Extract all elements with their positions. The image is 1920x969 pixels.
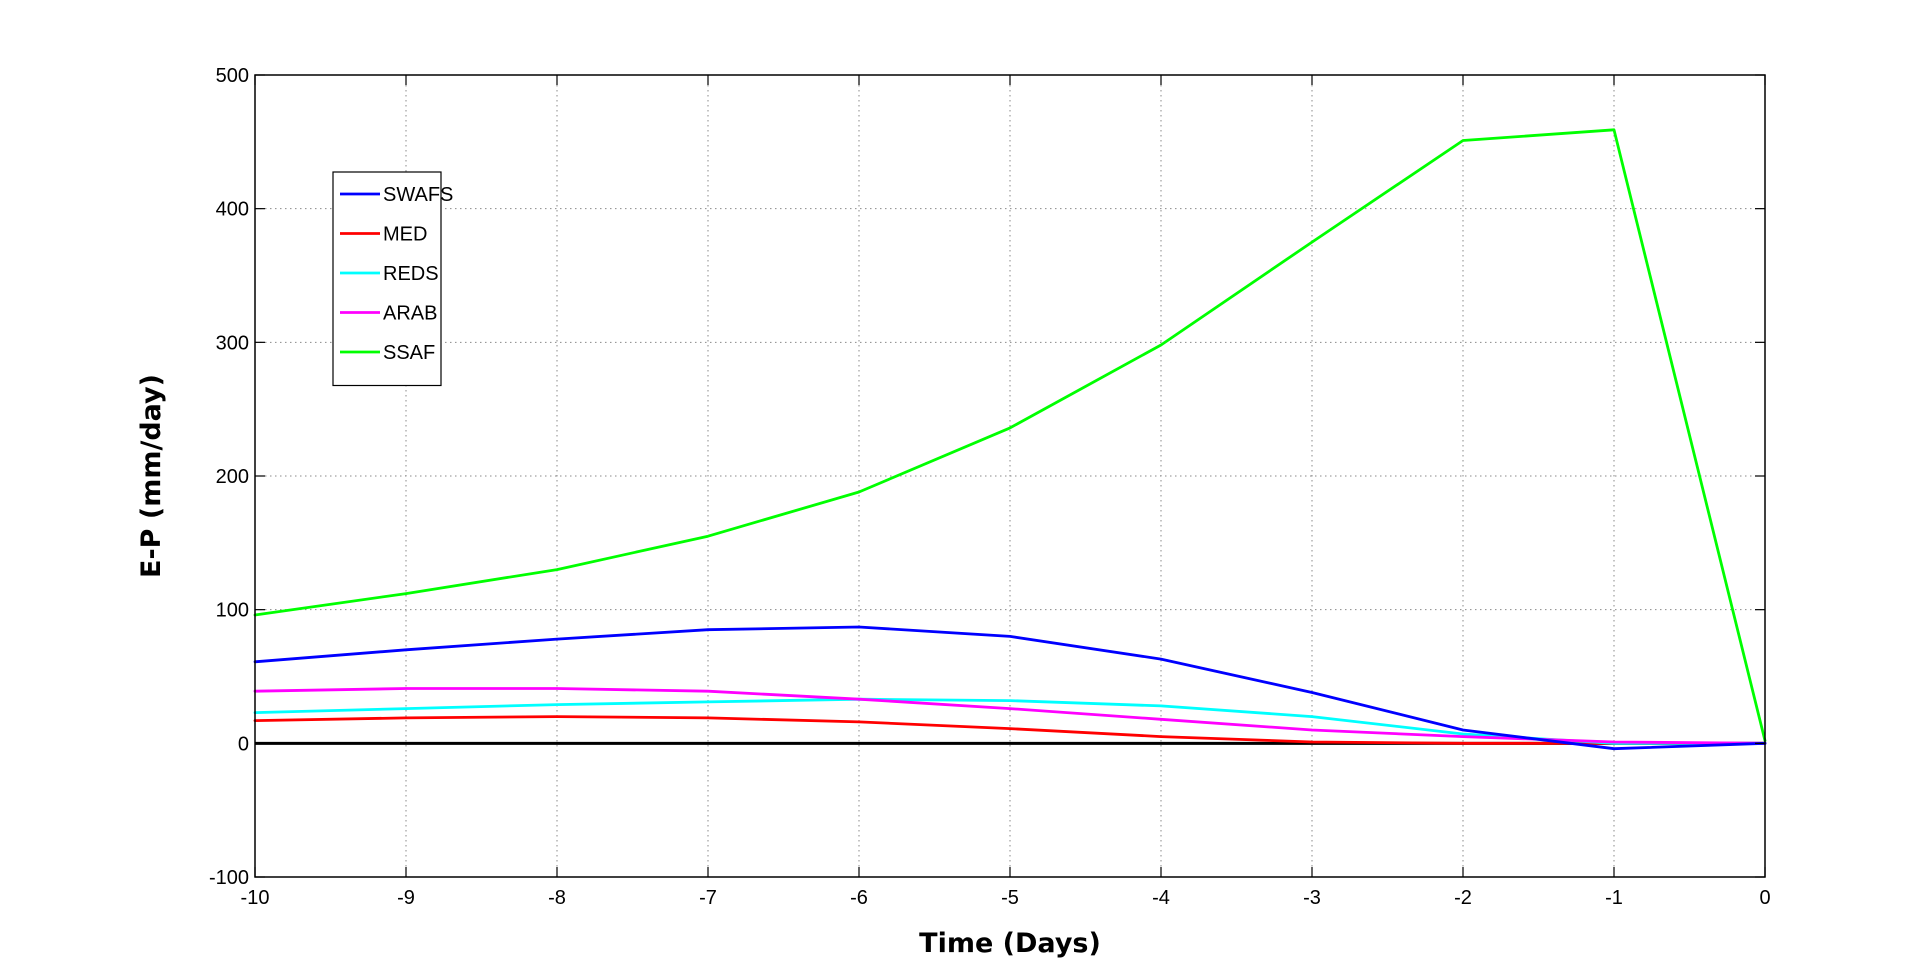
y-tick-label: 100 bbox=[216, 600, 249, 622]
x-tick-label: -9 bbox=[397, 887, 415, 909]
x-tick-label: -4 bbox=[1152, 887, 1170, 909]
series-line-ssaf bbox=[253, 128, 1767, 743]
legend-label-arab: ARAB bbox=[383, 303, 437, 325]
grid-lines bbox=[255, 75, 1765, 877]
series-line-med bbox=[253, 715, 1767, 745]
y-tick-label: 500 bbox=[216, 65, 249, 87]
x-tick-label: -7 bbox=[699, 887, 717, 909]
x-tick-label: -6 bbox=[850, 887, 868, 909]
x-tick-label: -2 bbox=[1454, 887, 1472, 909]
legend: SWAFS MED REDS ARAB SSAF bbox=[332, 171, 453, 387]
y-tick-label: 200 bbox=[216, 466, 249, 488]
x-tick-labels: -10 -9 -8 -7 -6 -5 -4 -3 -2 -1 0 bbox=[241, 887, 1771, 909]
y-tick-label: 300 bbox=[216, 332, 249, 354]
y-tick-label: 0 bbox=[238, 733, 249, 755]
x-tick-label: -8 bbox=[548, 887, 566, 909]
series-lines bbox=[253, 128, 1767, 751]
series-line-swafs bbox=[253, 625, 1767, 751]
legend-label-reds: REDS bbox=[383, 263, 439, 285]
legend-box bbox=[332, 171, 442, 387]
x-tick-label: -5 bbox=[1001, 887, 1019, 909]
legend-items: SWAFS MED REDS ARAB SSAF bbox=[340, 184, 453, 364]
x-tick-label: -10 bbox=[241, 887, 270, 909]
x-tick-label: 0 bbox=[1759, 887, 1770, 909]
legend-label-ssaf: SSAF bbox=[383, 342, 435, 364]
series-line-arab bbox=[253, 687, 1767, 745]
x-axis-title: Time (Days) bbox=[919, 928, 1101, 959]
y-tick-label: -100 bbox=[209, 867, 249, 889]
y-tick-label: 400 bbox=[216, 199, 249, 221]
x-tick-label: -1 bbox=[1605, 887, 1623, 909]
legend-label-swafs: SWAFS bbox=[383, 184, 453, 206]
legend-label-med: MED bbox=[383, 224, 427, 246]
x-tick-label: -3 bbox=[1303, 887, 1321, 909]
y-axis-title: E-P (mm/day) bbox=[136, 374, 167, 578]
axis-ticks bbox=[254, 74, 1766, 878]
y-tick-labels: -100 0 100 200 300 400 500 bbox=[209, 65, 249, 889]
